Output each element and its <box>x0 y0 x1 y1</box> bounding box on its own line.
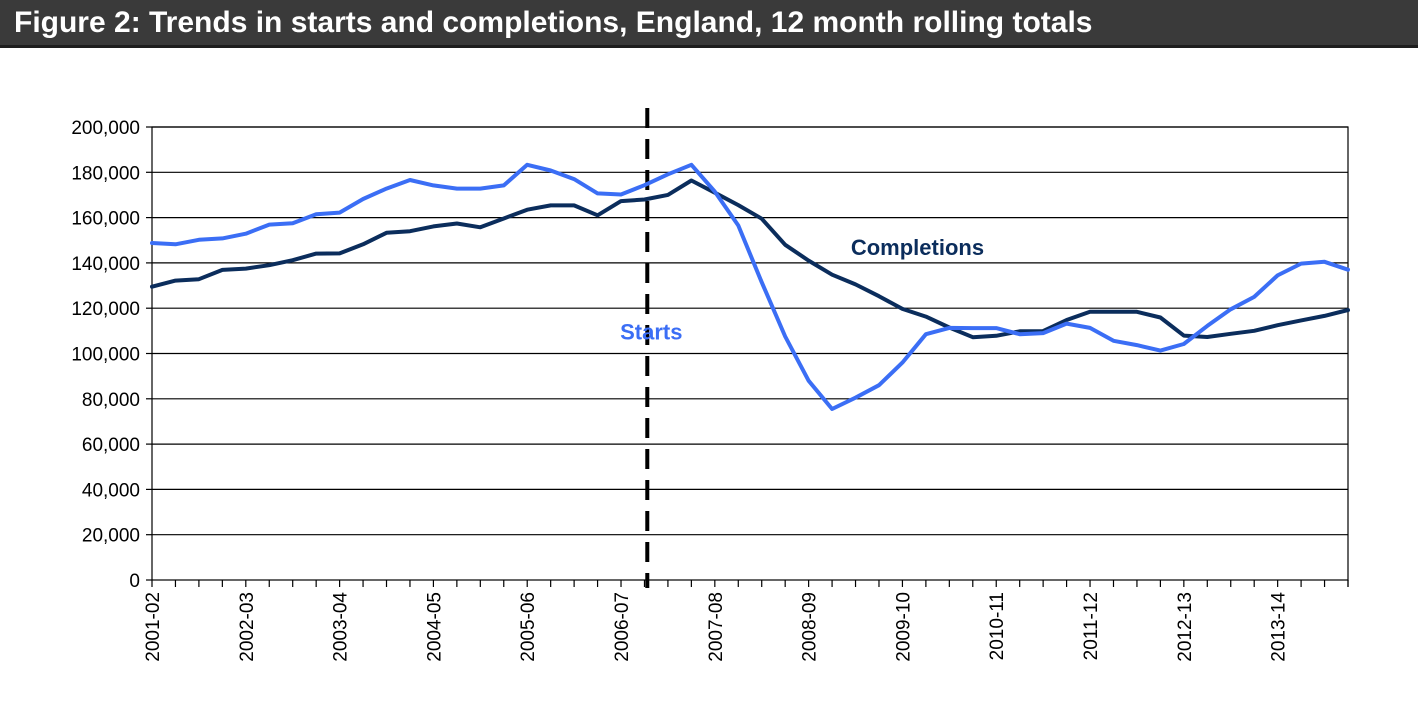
y-tick-label: 60,000 <box>82 435 140 456</box>
y-tick-label: 200,000 <box>71 118 140 139</box>
x-tick-label: 2012-13 <box>1175 592 1196 662</box>
x-tick-label: 2003-04 <box>331 592 352 662</box>
x-tick-label: 2007-08 <box>706 592 727 662</box>
x-tick-label: 2004-05 <box>424 592 445 662</box>
y-tick-label: 40,000 <box>82 480 140 501</box>
y-tick-label: 100,000 <box>71 345 140 366</box>
y-tick-label: 80,000 <box>82 390 140 411</box>
x-tick-label: 2008-09 <box>800 592 821 662</box>
series-line-starts <box>150 162 1350 411</box>
y-tick-label: 140,000 <box>71 254 140 275</box>
x-tick-label: 2010-11 <box>987 592 1008 660</box>
y-tick-label: 160,000 <box>71 209 140 230</box>
figure-title-bar: Figure 2: Trends in starts and completio… <box>0 0 1418 48</box>
x-tick-label: 2013-14 <box>1269 592 1290 662</box>
series-label-starts: Starts <box>620 319 682 344</box>
x-tick-label: 2009-10 <box>893 592 914 662</box>
y-tick-label: 20,000 <box>82 526 140 547</box>
x-tick-label: 2002-03 <box>237 592 258 662</box>
plot-frame <box>151 126 1349 581</box>
y-tick-label: 180,000 <box>71 163 140 184</box>
x-tick-label: 2011-12 <box>1081 592 1102 660</box>
x-tick-label: 2005-06 <box>518 592 539 662</box>
y-tick-label: 120,000 <box>71 299 140 320</box>
series-label-completions: Completions <box>851 235 984 260</box>
chart-title: Figure 2: Trends in starts and completio… <box>14 6 1093 39</box>
y-tick-label: 0 <box>129 571 140 592</box>
x-tick-label: 2006-07 <box>612 592 633 662</box>
series-line-completions <box>150 178 1350 340</box>
x-tick-label: 2001-02 <box>143 592 164 662</box>
